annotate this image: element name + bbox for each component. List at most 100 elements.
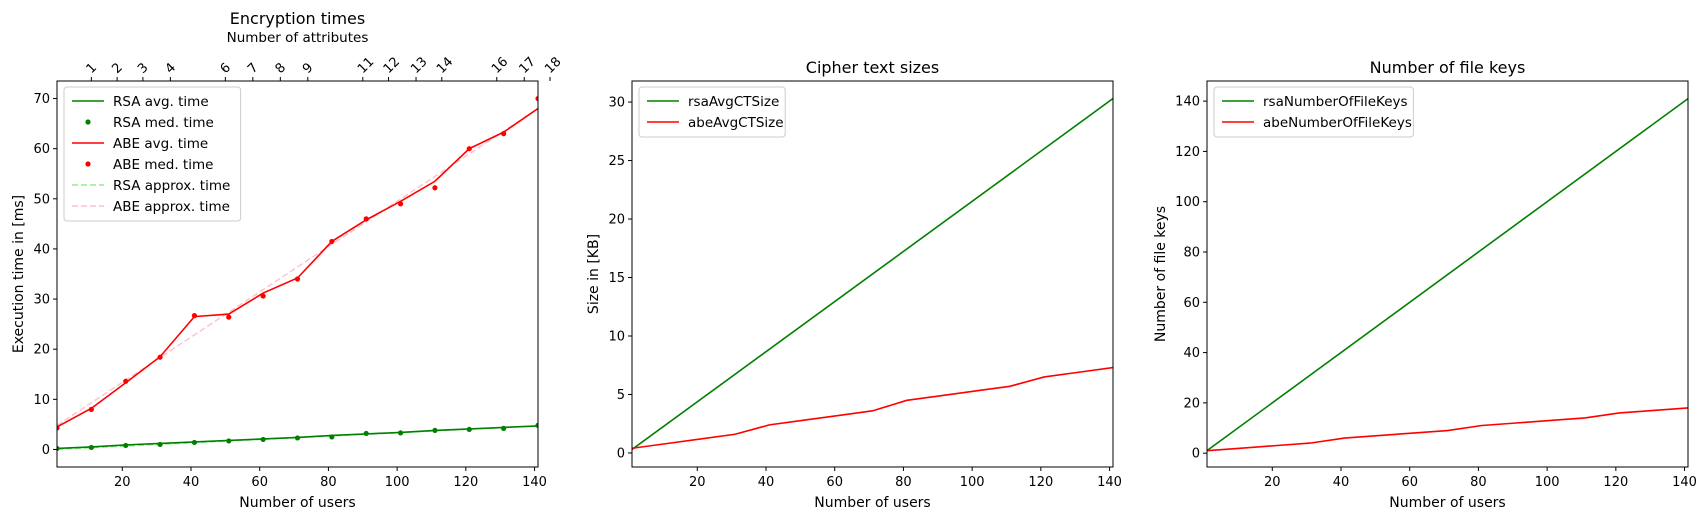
legend-label: ABE med. time [113,157,213,173]
y-tick-label: 20 [33,343,50,358]
y-tick-label: 20 [608,213,625,228]
legend-marker [85,161,91,167]
x-axis-label: Number of users [1389,495,1505,511]
y-axis-label: Number of file keys [1153,206,1169,342]
x-tick-label: 100 [385,475,410,490]
x-tick-label: 80 [895,475,912,490]
y-tick-label: 15 [608,271,625,286]
x-tick-label: 20 [689,475,706,490]
point-rsa-med-time [88,444,94,451]
y-tick-label: 10 [33,393,50,408]
top-tick-label: 18 [542,55,564,77]
point-rsa-med-time [466,426,472,433]
x-tick-label: 80 [320,475,337,490]
top-tick-label: 9 [300,60,316,76]
point-rsa-med-time [226,438,232,444]
point-abe-med-time [260,293,266,299]
top-tick-label: 16 [489,55,511,77]
line-rsaavgctsize [632,97,1113,451]
y-tick-label: 60 [33,142,50,157]
y-axis-label: Size in [KB] [586,234,602,314]
line-rsanumberoffilekeys [1207,97,1688,452]
x-tick-label: 100 [1535,475,1560,490]
y-tick-label: 30 [33,293,50,308]
y-tick-label: 30 [608,96,625,111]
point-abe-med-time [329,238,335,245]
y-tick-label: 100 [1175,195,1200,210]
x-tick-label: 60 [826,475,843,490]
top-tick-label: 6 [218,60,234,76]
plot-area [632,97,1113,451]
x-tick-label: 40 [758,475,775,490]
top-tick-label: 7 [245,60,261,76]
point-rsa-med-time [432,427,438,434]
top-tick-label: 8 [273,60,289,76]
point-abe-med-time [363,216,369,222]
legend: rsaNumberOfFileKeys abeNumberOfFileKeys [1213,86,1414,138]
y-tick-label: 0 [1192,447,1200,462]
y-tick-label: 40 [1183,346,1200,361]
chart-title: Cipher text sizes [806,58,939,77]
top-axis-label: Number of attributes [227,30,369,46]
y-tick-label: 50 [33,192,50,207]
y-tick-label: 140 [1175,95,1200,110]
y-tick-label: 120 [1175,145,1200,160]
legend-label: abeNumberOfFileKeys [1263,115,1412,131]
x-tick-label: 40 [183,475,200,490]
point-abe-med-time [432,185,438,191]
x-tick-label: 140 [1097,475,1122,490]
point-rsa-med-time [294,435,301,441]
point-abe-med-time [294,276,301,282]
top-tick-label: 2 [109,60,125,76]
point-abe-med-time [466,146,472,152]
legend-label: RSA approx. time [113,178,230,194]
point-abe-med-time [157,354,163,360]
chart-title: Encryption times [230,9,365,28]
x-tick-label: 120 [453,475,478,490]
chart-3: Number of file keys 20 40 60 80 100 120 140 0 20 4… [1153,58,1697,511]
point-rsa-med-time [535,422,538,428]
axes-frame [1206,80,1689,468]
top-tick-label: 4 [163,60,179,76]
x-tick-label: 20 [1264,475,1281,490]
legend-label: abeAvgCTSize [688,115,784,131]
top-tick-label: 17 [516,55,538,77]
top-tick-label: 14 [434,55,456,77]
y-axis-label: Execution time in [ms] [11,195,27,353]
line-abe-approx-time [57,107,538,426]
point-rsa-med-time [363,430,369,437]
plot-area [1207,97,1688,452]
point-abe-med-time [191,313,198,319]
x-tick-label: 120 [1028,475,1053,490]
point-abe-med-time [123,378,129,384]
legend: RSA avg. time RSA med. time ABE avg. time A… [63,86,242,222]
x-tick-label: 40 [1333,475,1350,490]
y-tick-label: 10 [608,329,625,344]
y-tick-label: 20 [1183,396,1200,411]
x-tick-label: 60 [251,475,268,490]
point-abe-med-time [535,95,538,102]
top-tick-label: 12 [381,55,403,77]
y-tick-label: 70 [33,92,50,107]
point-abe-med-time [88,406,94,412]
top-tick-label: 1 [84,60,100,76]
y-tick-label: 5 [617,388,625,403]
x-tick-label: 60 [1401,475,1418,490]
axes-frame [631,80,1114,468]
legend-label: RSA avg. time [113,94,209,110]
point-rsa-med-time [157,441,163,448]
x-axis-label: Number of users [239,495,355,511]
point-rsa-med-time [260,436,266,443]
point-abe-med-time [501,131,507,137]
point-rsa-med-time [329,434,335,440]
line-abeavgctsize [632,366,1113,450]
x-tick-label: 140 [522,475,547,490]
point-rsa-med-time [501,425,507,431]
y-tick-label: 60 [1183,296,1200,311]
y-tick-label: 0 [42,443,50,458]
point-rsa-med-time [123,442,129,449]
x-tick-label: 80 [1470,475,1487,490]
chart-2: Cipher text sizes 20 40 60 80 100 120 140 0 5 10 15… [586,58,1122,511]
